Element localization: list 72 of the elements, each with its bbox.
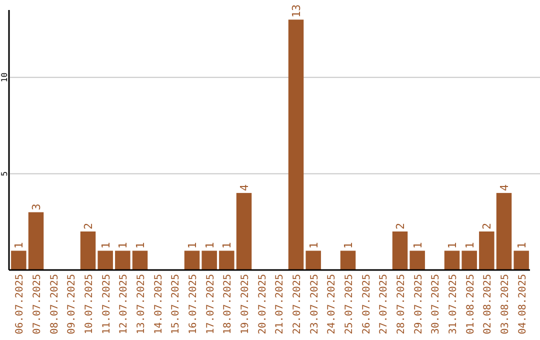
x-tick-label: 16.07.2025 bbox=[188, 274, 199, 334]
y-tick-label: 10 bbox=[0, 72, 9, 82]
x-tick-label: 06.07.2025 bbox=[14, 274, 26, 334]
x-tick-label: 01.08.2025 bbox=[465, 274, 476, 334]
x-tick-label: 24.07.2025 bbox=[326, 274, 338, 334]
bar bbox=[514, 250, 529, 270]
data-label: 1 bbox=[515, 242, 528, 249]
data-label: 4 bbox=[238, 184, 251, 191]
bar bbox=[184, 250, 200, 270]
y-tick-label: 5 bbox=[0, 171, 9, 176]
data-label: 2 bbox=[394, 222, 407, 230]
data-label: 1 bbox=[134, 242, 147, 249]
bar bbox=[202, 250, 217, 270]
x-tick-label: 31.07.2025 bbox=[448, 274, 459, 334]
bar bbox=[340, 250, 356, 270]
bar bbox=[28, 212, 44, 270]
bar bbox=[11, 250, 26, 270]
x-tick-label: 02.08.2025 bbox=[482, 274, 494, 334]
x-tick-label: 23.07.2025 bbox=[309, 274, 320, 334]
data-label: 1 bbox=[186, 242, 199, 249]
bar bbox=[115, 250, 130, 270]
x-tick-label: 19.07.2025 bbox=[240, 274, 251, 334]
x-tick-label: 14.07.2025 bbox=[153, 274, 164, 334]
data-label: 1 bbox=[446, 242, 459, 249]
bar bbox=[392, 231, 408, 270]
bar bbox=[462, 250, 477, 270]
bar bbox=[479, 231, 494, 270]
bar bbox=[444, 250, 460, 270]
data-label: 3 bbox=[30, 204, 43, 210]
bar bbox=[98, 250, 113, 270]
data-label: 1 bbox=[99, 242, 112, 249]
bar bbox=[306, 250, 321, 270]
bar bbox=[410, 250, 425, 270]
x-tick-label: 09.07.2025 bbox=[66, 274, 78, 334]
data-label: 1 bbox=[463, 242, 476, 249]
x-tick-label: 28.07.2025 bbox=[396, 274, 407, 334]
data-label: 1 bbox=[307, 242, 320, 249]
x-tick-label: 20.07.2025 bbox=[257, 274, 268, 334]
x-tick-label: 08.07.2025 bbox=[49, 274, 60, 334]
bar bbox=[236, 192, 252, 270]
x-tick-label: 03.08.2025 bbox=[500, 274, 511, 334]
data-label: 1 bbox=[342, 242, 355, 249]
x-tick-label: 11.07.2025 bbox=[101, 274, 112, 334]
data-label: 1 bbox=[411, 242, 424, 249]
data-label: 13 bbox=[290, 4, 303, 18]
data-label: 1 bbox=[116, 242, 130, 249]
x-tick-label: 13.07.2025 bbox=[136, 274, 147, 334]
x-tick-label: 04.08.2025 bbox=[517, 274, 528, 334]
x-tick-label: 26.07.2025 bbox=[361, 274, 372, 334]
x-tick-label: 30.07.2025 bbox=[430, 274, 442, 334]
x-tick-label: 07.07.2025 bbox=[32, 274, 43, 334]
x-tick-label: 25.07.2025 bbox=[344, 274, 355, 334]
x-tick-label: 21.07.2025 bbox=[274, 274, 286, 334]
bar bbox=[132, 250, 148, 270]
x-tick-label: 12.07.2025 bbox=[118, 274, 130, 334]
data-label: 1 bbox=[220, 242, 234, 249]
data-label: 2 bbox=[82, 222, 95, 230]
x-tick-label: 18.07.2025 bbox=[222, 274, 234, 334]
data-label: 1 bbox=[203, 242, 216, 249]
bar bbox=[288, 20, 304, 270]
x-tick-label: 17.07.2025 bbox=[205, 274, 216, 334]
x-tick-label: 27.07.2025 bbox=[378, 274, 390, 334]
data-label: 2 bbox=[480, 222, 494, 230]
x-tick-label: 29.07.2025 bbox=[413, 274, 424, 334]
data-label: 1 bbox=[12, 242, 26, 249]
bar bbox=[219, 250, 234, 270]
x-tick-label: 10.07.2025 bbox=[84, 274, 95, 334]
x-tick-label: 15.07.2025 bbox=[170, 274, 182, 334]
x-tick-label: 22.07.2025 bbox=[292, 274, 303, 334]
data-label: 4 bbox=[498, 184, 511, 191]
bar bbox=[496, 192, 512, 270]
bar bbox=[80, 231, 96, 270]
